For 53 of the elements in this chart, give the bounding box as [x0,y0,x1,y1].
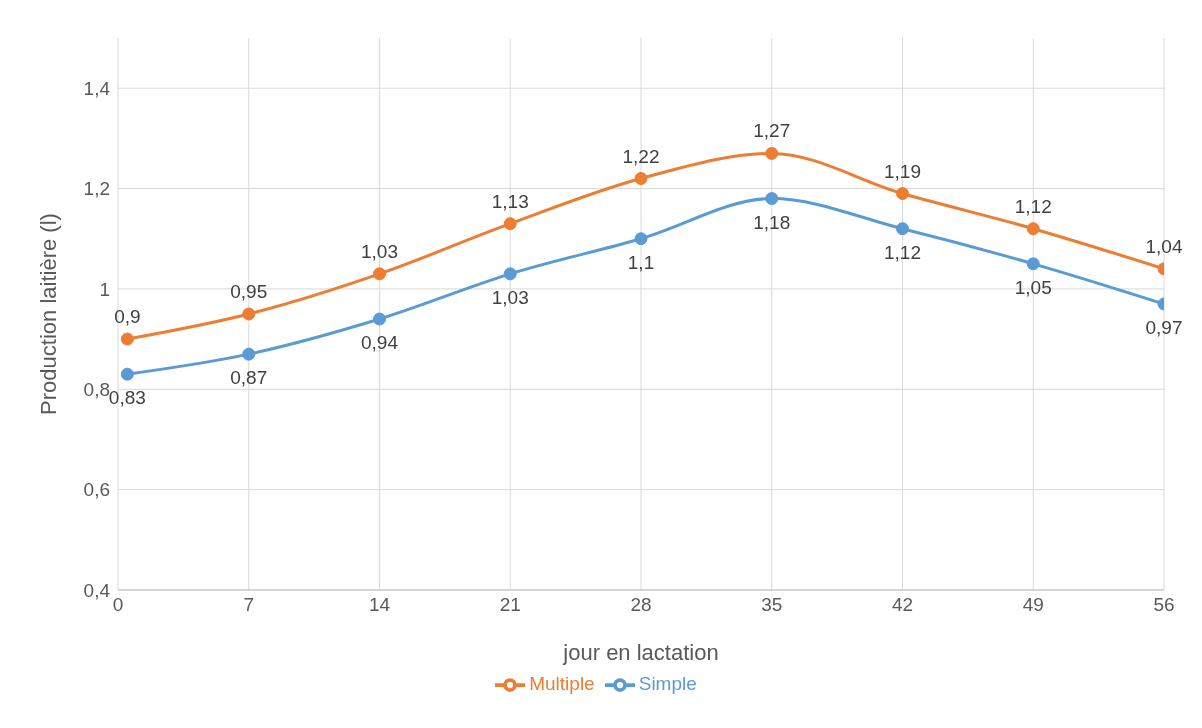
data-label: 0,97 [1145,316,1183,338]
data-label: 1,19 [884,160,921,182]
data-label: 1,03 [491,286,529,308]
data-label: 1,04 [1145,235,1183,257]
data-label: 1,05 [1014,276,1052,298]
y-tick-label: 1 [99,278,110,300]
point [373,312,386,326]
point [896,187,909,201]
data-label: 1,27 [753,120,791,142]
data-label: 0,9 [114,306,141,328]
point [120,332,134,346]
point [1026,222,1040,236]
legend-label: Multiple [529,673,595,695]
point [503,217,517,231]
data-label: 0,83 [108,387,146,409]
x-tick-label: 56 [1153,594,1175,616]
data-label: 0,95 [230,281,268,302]
y-axis-title: Production laitière (l) [35,213,61,415]
point [1026,257,1040,271]
point [765,192,779,206]
y-tick-label: 0,8 [83,379,110,401]
x-tick-label: 42 [891,594,914,616]
data-label: 1,1 [627,251,655,273]
point [765,146,779,160]
data-label: 0,94 [361,332,399,354]
point [634,232,648,246]
point [896,222,909,236]
point [634,172,648,186]
y-tick-label: 1,2 [83,178,110,200]
point [242,347,256,361]
point [120,367,134,381]
y-tick-label: 1,4 [83,77,111,99]
x-axis-title: jour en lactation [562,640,719,665]
point [242,307,256,321]
data-label: 1,12 [884,241,921,263]
legend-label: Simple [638,673,697,695]
data-label: 1,03 [361,240,398,262]
data-label: 1,22 [622,145,660,167]
x-tick-label: 7 [243,594,255,616]
data-label: 1,18 [753,211,791,233]
x-tick-label: 0 [112,594,124,616]
x-tick-label: 28 [630,594,652,616]
data-label: 0,87 [230,367,268,389]
x-tick-label: 14 [368,594,391,616]
point [503,267,517,281]
data-label: 1,12 [1014,195,1052,217]
x-tick-label: 35 [761,594,783,616]
y-tick-label: 0,6 [83,479,110,501]
x-tick-label: 49 [1022,594,1044,616]
point [373,267,386,281]
x-tick-label: 21 [499,594,521,616]
data-label: 1,13 [491,190,529,212]
y-tick-label: 0,4 [83,579,111,601]
